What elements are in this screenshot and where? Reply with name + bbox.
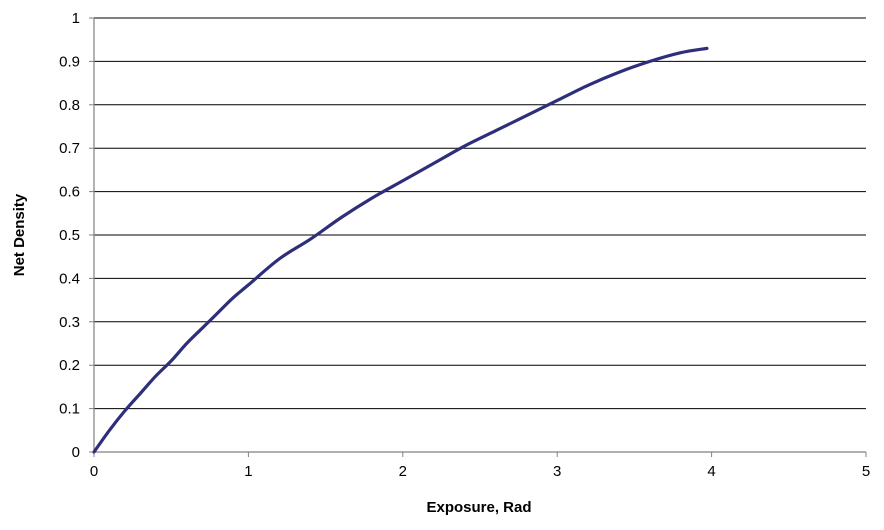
y-tick-label: 0.7 [59, 140, 80, 157]
y-tick-label: 0.4 [59, 270, 80, 287]
y-tick-label: 1 [72, 10, 80, 27]
x-axis-title: Exposure, Rad [426, 499, 531, 516]
x-tick-label: 3 [553, 463, 561, 480]
x-tick-label: 5 [862, 463, 870, 480]
gridlines [94, 17, 866, 410]
tick-marks [89, 17, 867, 457]
y-tick-label: 0.5 [59, 227, 80, 244]
y-tick-label: 0.2 [59, 357, 80, 374]
y-tick-label: 0.3 [59, 314, 80, 331]
y-tick-label: 0.9 [59, 53, 80, 70]
series-lines [92, 46, 709, 454]
x-tick-label: 4 [707, 463, 715, 480]
x-tick-labels: 0 1 2 3 4 5 [90, 463, 870, 480]
y-tick-label: 0 [72, 444, 80, 461]
x-tick-label: 1 [244, 463, 252, 480]
y-tick-label: 0.8 [59, 97, 80, 114]
series-line [92, 46, 709, 454]
y-axis-title: Net Density [11, 193, 28, 276]
y-tick-labels: 0 0.1 0.2 0.3 0.4 0.5 0.6 0.7 0.8 0.9 1 [59, 10, 80, 461]
x-tick-label: 2 [399, 463, 407, 480]
x-tick-label: 0 [90, 463, 98, 480]
y-tick-label: 0.6 [59, 184, 80, 201]
y-tick-label: 0.1 [59, 401, 80, 418]
